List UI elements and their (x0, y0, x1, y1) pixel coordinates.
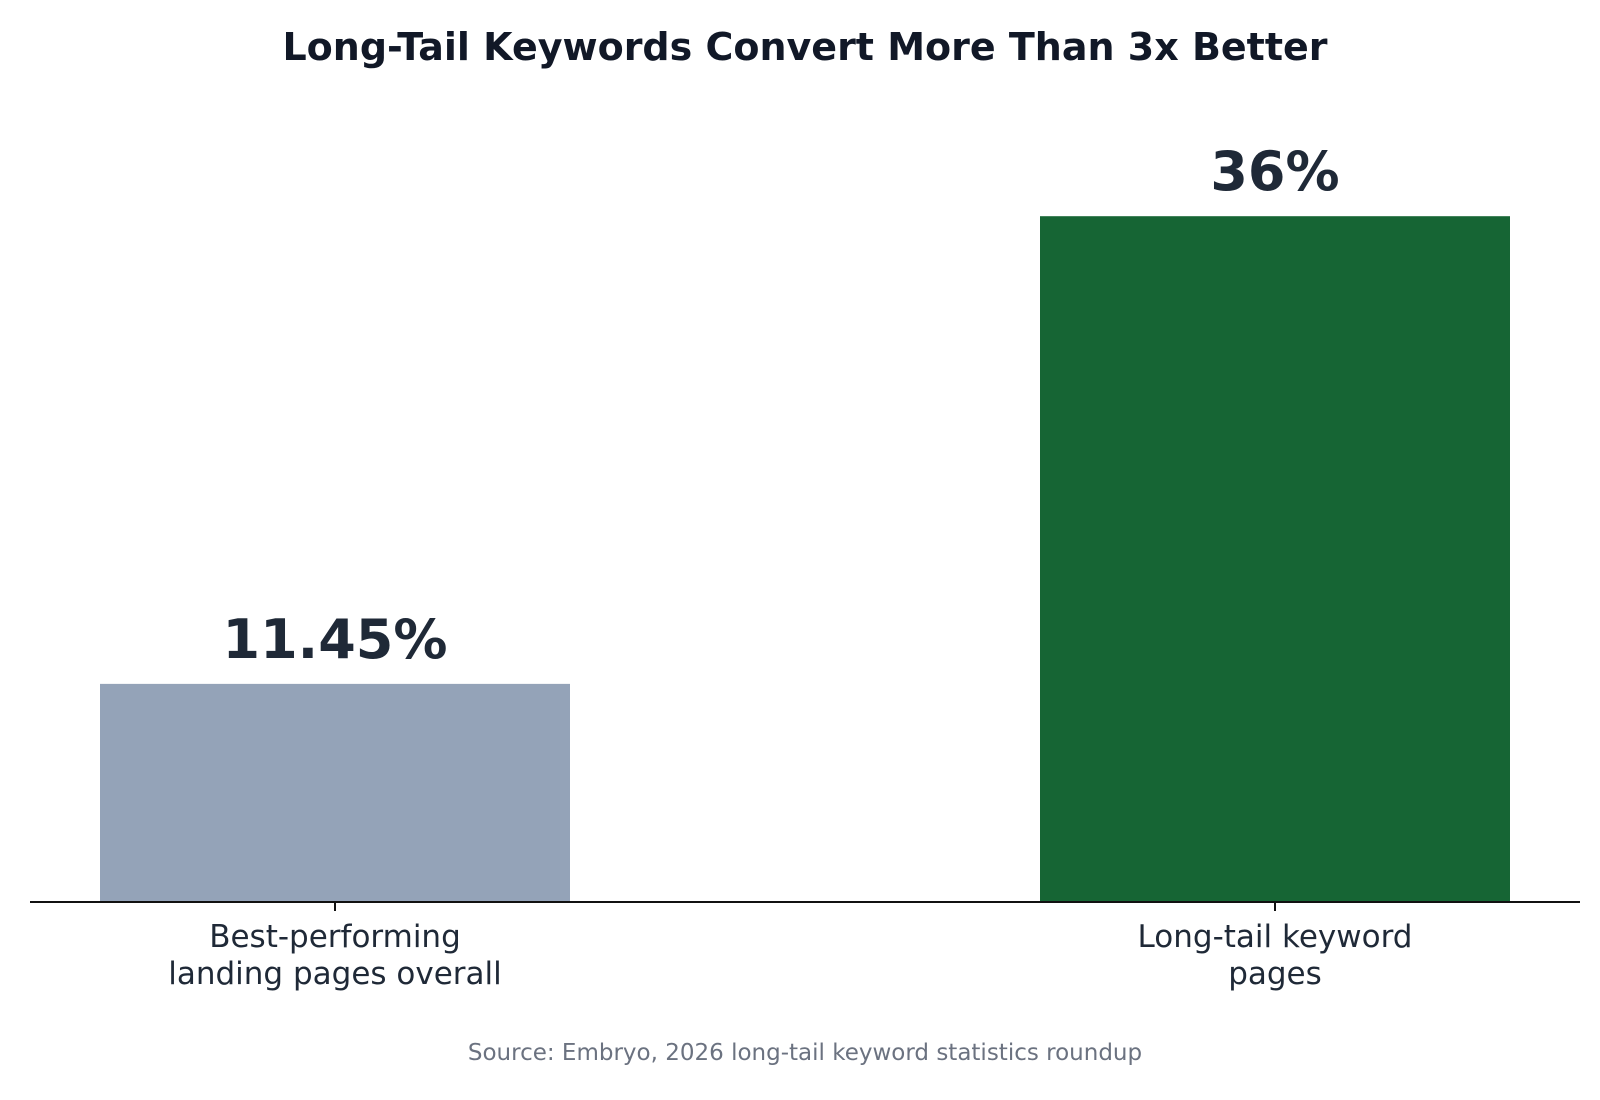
chart-title: Long-Tail Keywords Convert More Than 3x … (282, 25, 1327, 69)
source-note: Source: Embryo, 2026 long-tail keyword s… (468, 1040, 1142, 1066)
x-tick-label-line: Best-performing (209, 919, 461, 955)
x-tick-label-line: landing pages overall (168, 956, 502, 992)
x-tick-label-2: Long-tail keyword pages (1138, 919, 1413, 992)
x-tick-label-line: pages (1228, 956, 1322, 992)
bar-1 (100, 683, 570, 902)
x-ticks: Best-performing landing pages overall Long… (168, 902, 1412, 992)
x-tick-label-1: Best-performing landing pages overall (168, 919, 502, 992)
x-tick-label-line: Long-tail keyword (1138, 919, 1413, 955)
bars: 11.45% 36% (100, 140, 1510, 902)
bar-2 (1040, 216, 1510, 902)
value-label-1: 11.45% (223, 608, 448, 671)
value-label-2: 36% (1210, 140, 1339, 203)
